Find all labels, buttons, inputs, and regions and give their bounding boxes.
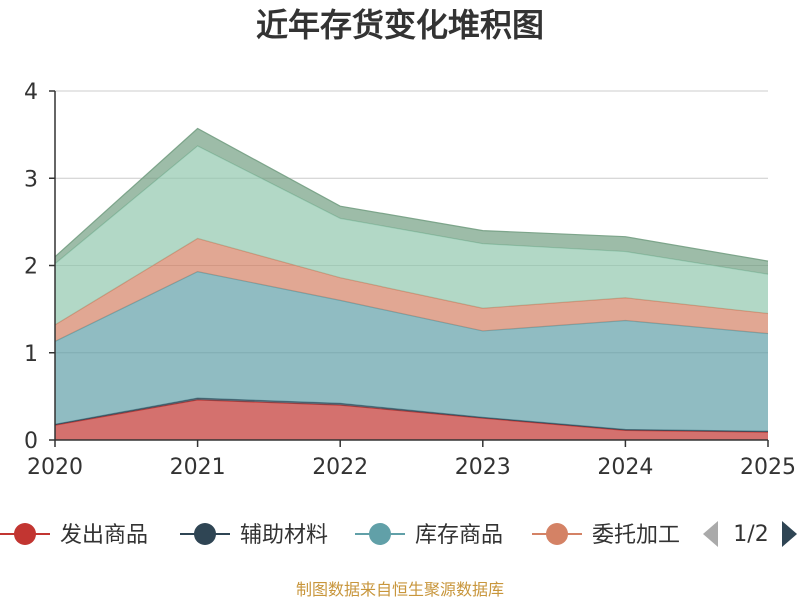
series-area-5: [55, 145, 768, 325]
legend-marker-icon: [14, 523, 36, 545]
x-tick-label: 2021: [170, 455, 226, 480]
pager-prev-icon[interactable]: [703, 521, 718, 547]
series-area-4: [55, 238, 768, 342]
pager-indicator: 1/2: [733, 522, 768, 547]
legend-pager: 1/2: [703, 521, 797, 547]
legend-item[interactable]: 委托加工: [532, 523, 680, 548]
y-tick-label: 1: [24, 342, 38, 367]
y-tick-label: 0: [24, 429, 38, 454]
series-area-3: [55, 271, 768, 432]
chart-title: 近年存货变化堆积图: [256, 6, 544, 44]
legend-item[interactable]: 发出商品: [0, 523, 148, 548]
stacked-areas: [54, 127, 769, 440]
series-area-1: [55, 399, 768, 440]
x-tick-label: 2024: [597, 455, 653, 480]
pager-next-icon[interactable]: [782, 521, 797, 547]
legend-marker-icon: [369, 523, 391, 545]
y-tick-label: 2: [24, 255, 38, 280]
legend-marker-icon: [194, 523, 216, 545]
legend-marker-icon: [546, 523, 568, 545]
series-line-6: [54, 127, 769, 262]
x-axis-ticks: 2020 2021 2022 2023 2024 2025: [27, 455, 796, 480]
legend-label: 辅助材料: [240, 523, 328, 548]
legend: 发出商品 辅助材料 库存商品 委托加工: [0, 523, 680, 548]
x-tick-label: 2023: [455, 455, 511, 480]
x-tick-label: 2022: [312, 455, 368, 480]
axes: [49, 90, 769, 447]
data-source-note: 制图数据来自恒生聚源数据库: [296, 580, 504, 599]
x-tick-label: 2020: [27, 455, 83, 480]
legend-label: 发出商品: [60, 523, 148, 548]
y-tick-label: 3: [24, 167, 38, 192]
series-area-6: [55, 128, 768, 275]
y-tick-label: 4: [24, 80, 38, 105]
y-axis-ticks: 0 1 2 3 4: [24, 80, 38, 454]
legend-item[interactable]: 辅助材料: [180, 523, 328, 548]
legend-label: 委托加工: [592, 523, 680, 548]
legend-item[interactable]: 库存商品: [355, 523, 503, 548]
legend-label: 库存商品: [415, 523, 503, 548]
x-tick-label: 2025: [740, 455, 796, 480]
